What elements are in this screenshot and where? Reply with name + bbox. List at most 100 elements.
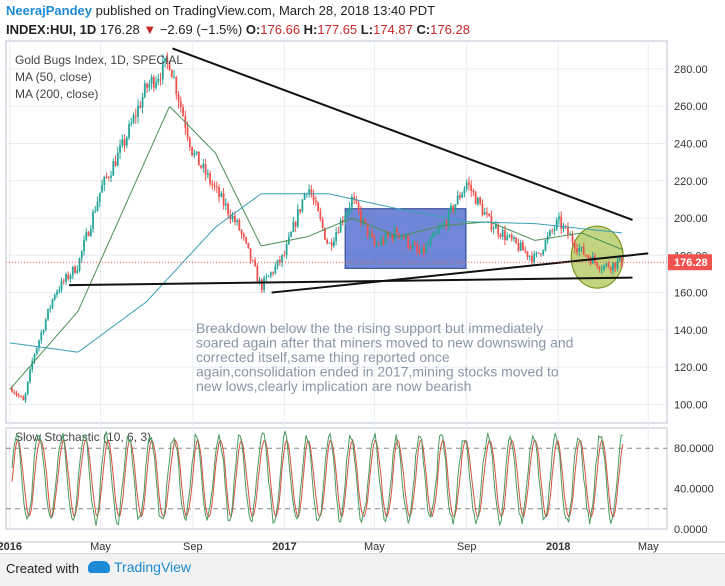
- candle-body: [15, 393, 18, 395]
- candle-body: [618, 257, 621, 262]
- candle-body: [393, 228, 396, 240]
- candle-body: [429, 238, 432, 245]
- candle-body: [94, 210, 97, 212]
- ma50-line: [9, 106, 623, 390]
- candle-body: [607, 263, 610, 268]
- candle-body: [335, 232, 338, 242]
- candle-body: [346, 210, 349, 217]
- x-tick-label: May: [90, 541, 111, 553]
- published-text: published on TradingView.com, March 28, …: [95, 3, 436, 18]
- x-tick-label: Sep: [457, 541, 477, 553]
- y-tick-label: 260.00: [674, 101, 708, 113]
- candle-body: [596, 261, 599, 267]
- candle-body: [60, 280, 63, 290]
- candle-body: [517, 243, 520, 251]
- candle-body: [443, 222, 446, 226]
- candle-body: [402, 236, 405, 239]
- candle-body: [578, 248, 581, 252]
- candle-body: [251, 260, 254, 262]
- candle-body: [220, 193, 223, 197]
- candle-body: [386, 233, 389, 237]
- y-tick-label: 220.00: [674, 176, 708, 188]
- candle-body: [35, 347, 38, 355]
- candle-body: [33, 354, 36, 361]
- candle-body: [533, 253, 536, 263]
- candle-body: [11, 388, 13, 392]
- candle-body: [377, 244, 380, 245]
- footer-bar: Created with TradingView: [0, 553, 725, 586]
- publish-header: NeerajPandey published on TradingView.co…: [6, 3, 435, 18]
- candle-body: [391, 234, 394, 240]
- author-link[interactable]: NeerajPandey: [6, 3, 92, 18]
- candle-body: [92, 211, 94, 229]
- candle-body: [155, 81, 157, 88]
- trendline-2[interactable]: [271, 252, 649, 294]
- quote-line: INDEX:HUI, 1D 176.28 ▼ −2.69 (−1.5%) O:1…: [6, 22, 470, 37]
- candle-body: [274, 266, 277, 274]
- candle-body: [130, 122, 133, 125]
- candle-body: [263, 277, 265, 290]
- high-label: H:: [303, 22, 318, 37]
- trendline-3[interactable]: [69, 276, 633, 287]
- candle-body: [56, 291, 58, 295]
- trendline-1[interactable]: [172, 47, 633, 221]
- candle-body: [116, 152, 119, 166]
- candle-body: [470, 184, 473, 191]
- candle-body: [537, 252, 540, 254]
- main-chart-title: Gold Bugs Index, 1D, SPECIAL: [15, 53, 183, 67]
- candle-body: [472, 190, 475, 193]
- candle-body: [204, 163, 207, 175]
- candle-body: [177, 94, 180, 102]
- candle-body: [265, 276, 268, 278]
- candle-body: [398, 233, 401, 238]
- candle-body: [308, 189, 311, 194]
- candle-body: [544, 240, 547, 251]
- candle-body: [83, 240, 85, 252]
- candle-body: [501, 230, 504, 237]
- candle-body: [159, 78, 162, 80]
- candle-body: [242, 234, 245, 238]
- candle-body: [276, 259, 279, 267]
- candle-body: [373, 236, 376, 246]
- candle-body: [562, 225, 565, 229]
- x-tick-label: May: [638, 541, 659, 553]
- candle-body: [258, 279, 261, 282]
- candle-body: [400, 236, 403, 238]
- candle-body: [299, 209, 302, 212]
- candle-body: [233, 215, 236, 223]
- high-value: 177.65: [317, 22, 358, 37]
- candle-body: [555, 219, 558, 229]
- close-label: C:: [416, 22, 431, 37]
- candle-body: [515, 237, 518, 244]
- candle-body: [549, 230, 551, 236]
- candle-body: [589, 257, 592, 264]
- candle-body: [215, 186, 218, 188]
- candle-body: [294, 222, 297, 227]
- candle-body: [87, 232, 90, 237]
- candle-body: [612, 262, 614, 271]
- candle-body: [290, 231, 293, 237]
- candle-body: [283, 254, 286, 256]
- candle-body: [150, 77, 153, 84]
- candle-body: [474, 192, 477, 205]
- candle-body: [585, 254, 587, 256]
- candle-body: [587, 255, 590, 258]
- candle-body: [200, 165, 202, 168]
- stoch-title: Slow Stochastic (10, 6, 3): [15, 430, 151, 444]
- candle-body: [499, 234, 502, 237]
- candle-body: [125, 137, 128, 146]
- candle-body: [418, 250, 421, 254]
- candle-body: [281, 254, 284, 263]
- candle-body: [170, 70, 173, 78]
- candle-body: [157, 78, 160, 82]
- candle-body: [123, 139, 126, 146]
- low-value: 174.87: [373, 22, 413, 37]
- candle-body: [420, 247, 423, 254]
- candle-body: [362, 218, 365, 223]
- candle-body: [353, 196, 356, 200]
- candle-body: [193, 153, 196, 155]
- tradingview-link[interactable]: TradingView: [88, 559, 191, 575]
- candle-body: [67, 274, 70, 280]
- stoch-pane-frame: [5, 427, 668, 530]
